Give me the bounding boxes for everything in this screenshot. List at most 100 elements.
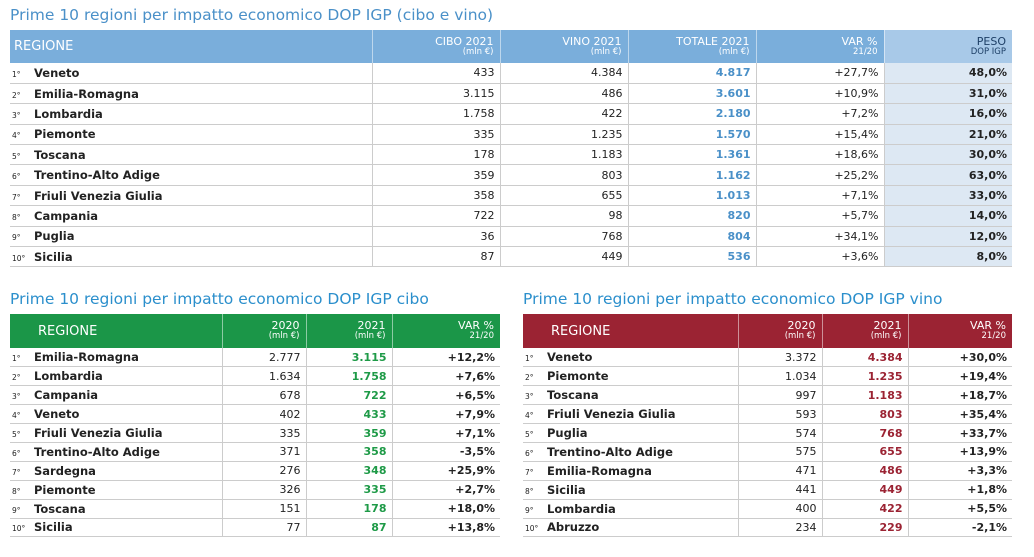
header-cell: VAR % 21/20 bbox=[755, 30, 884, 63]
value-cell: 4.384 bbox=[821, 348, 908, 368]
value-cell: 276 bbox=[221, 461, 306, 481]
region-name: Friuli Venezia Giulia bbox=[34, 188, 163, 203]
value-cell: 400 bbox=[737, 499, 822, 519]
data-table: REGIONE CIBO 2021 (mln €) VINO 2021 (mln €) T… bbox=[10, 30, 1012, 268]
data-row: 1° Veneto 3.372 4.384 +30,0% bbox=[523, 348, 1012, 368]
value-cell: 358 bbox=[305, 442, 392, 462]
rank: 2° bbox=[12, 373, 21, 383]
value-cell: 422 bbox=[821, 499, 908, 519]
value-cell: +2,7% bbox=[391, 480, 500, 500]
data-row: 7° Emilia-Romagna 471 486 +3,3% bbox=[523, 461, 1012, 481]
value-cell: 768 bbox=[821, 423, 908, 443]
region-cell: 7° Friuli Venezia Giulia bbox=[10, 185, 372, 207]
value-cell: 371 bbox=[221, 442, 306, 462]
value-cell: 486 bbox=[499, 83, 628, 105]
header-row: REGIONE 2020 (mln €) 2021 (mln €) VAR % 21/20 bbox=[523, 314, 1012, 348]
region-name: Friuli Venezia Giulia bbox=[547, 407, 676, 422]
value-cell: 722 bbox=[371, 205, 500, 227]
region-name: Emilia-Romagna bbox=[547, 463, 652, 478]
data-row: 4° Piemonte 335 1.235 1.570 +15,4% 21,0% bbox=[10, 124, 1012, 146]
header-label: VAR % bbox=[841, 34, 878, 48]
header-label: PESO bbox=[976, 34, 1006, 48]
region-name: Piemonte bbox=[34, 482, 96, 497]
data-row: 6° Trentino-Alto Adige 359 803 1.162 +25,2% 63… bbox=[10, 164, 1012, 186]
header-sub: DOP IGP bbox=[970, 46, 1006, 57]
value-cell: 575 bbox=[737, 442, 822, 462]
region-cell: 2° Lombardia bbox=[10, 366, 222, 387]
region-name: Piemonte bbox=[547, 369, 609, 384]
header-label: VAR % bbox=[970, 319, 1006, 332]
value-cell: 402 bbox=[221, 404, 306, 425]
rank: 5° bbox=[525, 430, 534, 439]
value-cell: +33,7% bbox=[907, 423, 1012, 443]
value-cell: +7,1% bbox=[755, 185, 884, 207]
value-cell: 803 bbox=[821, 404, 908, 425]
table-title: Prime 10 regioni per impatto economico D… bbox=[523, 290, 943, 308]
region-name: Sicilia bbox=[34, 249, 73, 264]
value-cell: 335 bbox=[371, 124, 500, 146]
region-cell: 6° Trentino-Alto Adige bbox=[10, 442, 222, 462]
value-cell: 441 bbox=[737, 480, 822, 500]
value-cell: 593 bbox=[737, 404, 822, 425]
rank: 9° bbox=[525, 505, 534, 515]
header-label: REGIONE bbox=[14, 39, 74, 54]
value-cell: 335 bbox=[221, 423, 306, 443]
data-row: 5° Toscana 178 1.183 1.361 +18,6% 30,0% bbox=[10, 144, 1012, 166]
rank: 9° bbox=[12, 233, 21, 243]
value-cell: 574 bbox=[737, 423, 822, 443]
data-row: 9° Toscana 151 178 +18,0% bbox=[10, 499, 500, 519]
header-cell: REGIONE bbox=[523, 314, 738, 348]
value-cell: 4.384 bbox=[499, 63, 628, 84]
value-cell: 326 bbox=[221, 480, 306, 500]
header-row: REGIONE 2020 (mln €) 2021 (mln €) VAR % 21/20 bbox=[10, 314, 500, 348]
value-cell: 655 bbox=[499, 185, 628, 207]
value-cell: +18,6% bbox=[755, 144, 884, 166]
value-cell: 1.162 bbox=[627, 164, 756, 186]
value-cell: 31,0% bbox=[883, 83, 1012, 105]
header-row: REGIONE CIBO 2021 (mln €) VINO 2021 (mln €) T… bbox=[10, 30, 1012, 63]
value-cell: 21,0% bbox=[883, 124, 1012, 146]
value-cell: +7,1% bbox=[391, 423, 500, 443]
region-name: Veneto bbox=[547, 350, 593, 365]
value-cell: 87 bbox=[371, 246, 500, 268]
region-cell: 8° Sicilia bbox=[523, 480, 738, 500]
data-table: REGIONE 2020 (mln €) 2021 (mln €) VAR % 21/20 1… bbox=[10, 314, 500, 538]
rank: 7° bbox=[525, 467, 534, 477]
region-cell: 10° Sicilia bbox=[10, 246, 372, 268]
region-cell: 4° Friuli Venezia Giulia bbox=[523, 404, 738, 425]
rank: 9° bbox=[12, 505, 21, 515]
region-name: Lombardia bbox=[547, 501, 616, 516]
rank: 3° bbox=[12, 392, 21, 402]
value-cell: +18,0% bbox=[391, 499, 500, 519]
data-row: 6° Trentino-Alto Adige 371 358 -3,5% bbox=[10, 442, 500, 462]
region-name: Toscana bbox=[34, 501, 86, 516]
value-cell: 1.013 bbox=[627, 185, 756, 207]
data-row: 9° Lombardia 400 422 +5,5% bbox=[523, 499, 1012, 519]
value-cell: 536 bbox=[627, 246, 756, 268]
value-cell: 77 bbox=[221, 518, 306, 538]
header-sub: (mln €) bbox=[590, 46, 622, 57]
value-cell: 768 bbox=[499, 226, 628, 248]
value-cell: 1.361 bbox=[627, 144, 756, 166]
value-cell: 820 bbox=[627, 205, 756, 227]
region-name: Emilia-Romagna bbox=[34, 86, 139, 101]
value-cell: 335 bbox=[305, 480, 392, 500]
data-row: 10° Sicilia 87 449 536 +3,6% 8,0% bbox=[10, 246, 1012, 268]
value-cell: 63,0% bbox=[883, 164, 1012, 186]
region-name: Abruzzo bbox=[547, 520, 600, 535]
region-name: Sardegna bbox=[34, 463, 96, 478]
rank: 1° bbox=[12, 69, 21, 79]
value-cell: +10,9% bbox=[755, 83, 884, 105]
value-cell: 36 bbox=[371, 226, 500, 248]
value-cell: 3.601 bbox=[627, 83, 756, 105]
value-cell: 449 bbox=[821, 480, 908, 500]
value-cell: +7,6% bbox=[391, 366, 500, 387]
value-cell: +34,1% bbox=[755, 226, 884, 248]
value-cell: 234 bbox=[737, 518, 822, 538]
value-cell: 678 bbox=[221, 385, 306, 406]
data-row: 2° Piemonte 1.034 1.235 +19,4% bbox=[523, 366, 1012, 387]
header-cell: PESO DOP IGP bbox=[883, 30, 1012, 63]
value-cell: +6,5% bbox=[391, 385, 500, 406]
data-row: 3° Toscana 997 1.183 +18,7% bbox=[523, 385, 1012, 406]
rank: 6° bbox=[12, 448, 21, 458]
